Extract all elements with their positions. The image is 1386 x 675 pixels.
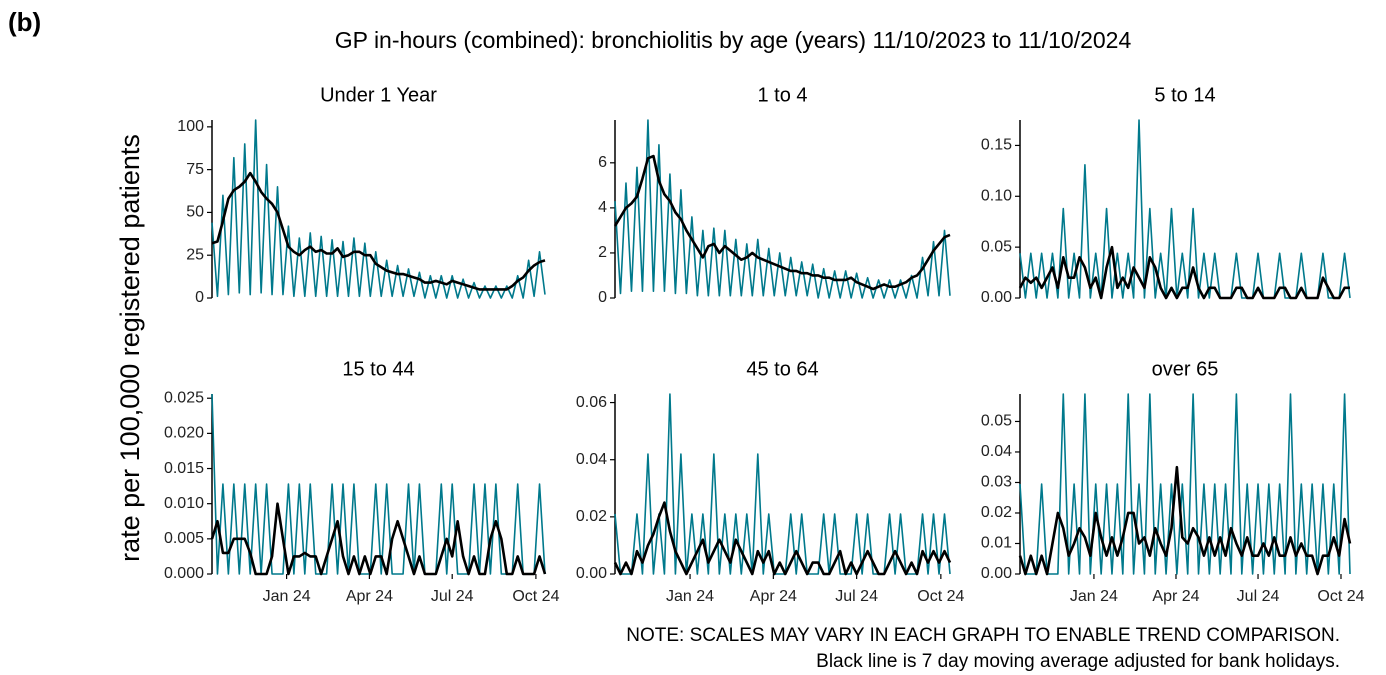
daily-line <box>1019 119 1351 299</box>
x-tick-label: Apr 24 <box>346 588 393 605</box>
y-tick-label: 100 <box>177 118 204 135</box>
chart-title: GP in-hours (combined): bronchiolitis by… <box>335 27 1132 53</box>
y-tick-label: 0.02 <box>576 508 607 525</box>
y-tick-label: 0.15 <box>981 137 1012 154</box>
x-tick-label: Jan 24 <box>263 588 311 605</box>
x-tick-label: Jul 24 <box>431 588 474 605</box>
note: Black line is 7 day moving average adjus… <box>816 651 1340 672</box>
y-tick-label: 0.05 <box>981 238 1012 255</box>
y-tick-label: 25 <box>186 246 204 263</box>
y-tick-label: 0.04 <box>981 443 1012 460</box>
y-tick-label: 75 <box>186 161 204 178</box>
y-tick-label: 2 <box>598 244 607 261</box>
y-tick-label: 0 <box>598 289 607 306</box>
y-axis-label: rate per 100,000 registered patients <box>115 134 145 562</box>
y-tick-label: 0.02 <box>981 504 1012 521</box>
y-tick-label: 0.03 <box>981 474 1012 491</box>
daily-line <box>211 119 546 299</box>
y-tick-label: 0.015 <box>164 460 204 477</box>
x-tick-label: Apr 24 <box>1152 588 1199 605</box>
y-tick-label: 0.00 <box>981 289 1012 306</box>
y-tick-label: 0 <box>195 289 204 306</box>
panel-title: Under 1 Year <box>320 84 437 106</box>
y-tick-label: 4 <box>598 199 607 216</box>
y-tick-label: 0.10 <box>981 188 1012 205</box>
daily-line <box>211 393 546 575</box>
moving-average-line <box>210 502 547 576</box>
x-tick-label: Apr 24 <box>750 588 797 605</box>
daily-line <box>614 393 951 575</box>
note: NOTE: SCALES MAY VARY IN EACH GRAPH TO E… <box>626 625 1340 646</box>
x-tick-label: Jan 24 <box>666 588 714 605</box>
y-tick-label: 0.06 <box>576 394 607 411</box>
y-tick-label: 0.00 <box>981 565 1012 582</box>
y-tick-label: 0.01 <box>981 535 1012 552</box>
moving-average-line <box>613 501 952 576</box>
x-tick-label: Jan 24 <box>1070 588 1118 605</box>
x-tick-label: Jul 24 <box>1237 588 1280 605</box>
moving-average-line <box>1018 245 1350 300</box>
y-tick-label: 0.020 <box>164 425 204 442</box>
x-tick-label: Jul 24 <box>835 588 878 605</box>
y-tick-label: 0.025 <box>164 389 204 406</box>
y-tick-label: 6 <box>598 154 607 171</box>
panel-title: 1 to 4 <box>757 84 807 106</box>
y-tick-label: 0.005 <box>164 530 204 547</box>
moving-average-line <box>1018 465 1352 576</box>
panel-title: 15 to 44 <box>342 358 414 380</box>
x-tick-label: Oct 24 <box>917 588 964 605</box>
y-tick-label: 0.000 <box>164 565 204 582</box>
y-tick-label: 0.05 <box>981 413 1012 430</box>
daily-line <box>1019 393 1351 575</box>
daily-line <box>614 119 951 299</box>
panel-title: 45 to 64 <box>746 358 818 380</box>
moving-average-line <box>211 171 546 291</box>
x-tick-label: Oct 24 <box>512 588 559 605</box>
y-tick-label: 50 <box>186 204 204 221</box>
panel-label: (b) <box>8 7 41 37</box>
x-tick-label: Oct 24 <box>1317 588 1364 605</box>
panel-title: over 65 <box>1152 358 1219 380</box>
y-tick-label: 0.010 <box>164 495 204 512</box>
y-tick-label: 0.00 <box>576 565 607 582</box>
panel-title: 5 to 14 <box>1154 84 1215 106</box>
moving-average-line <box>613 154 951 291</box>
y-tick-label: 0.04 <box>576 451 607 468</box>
